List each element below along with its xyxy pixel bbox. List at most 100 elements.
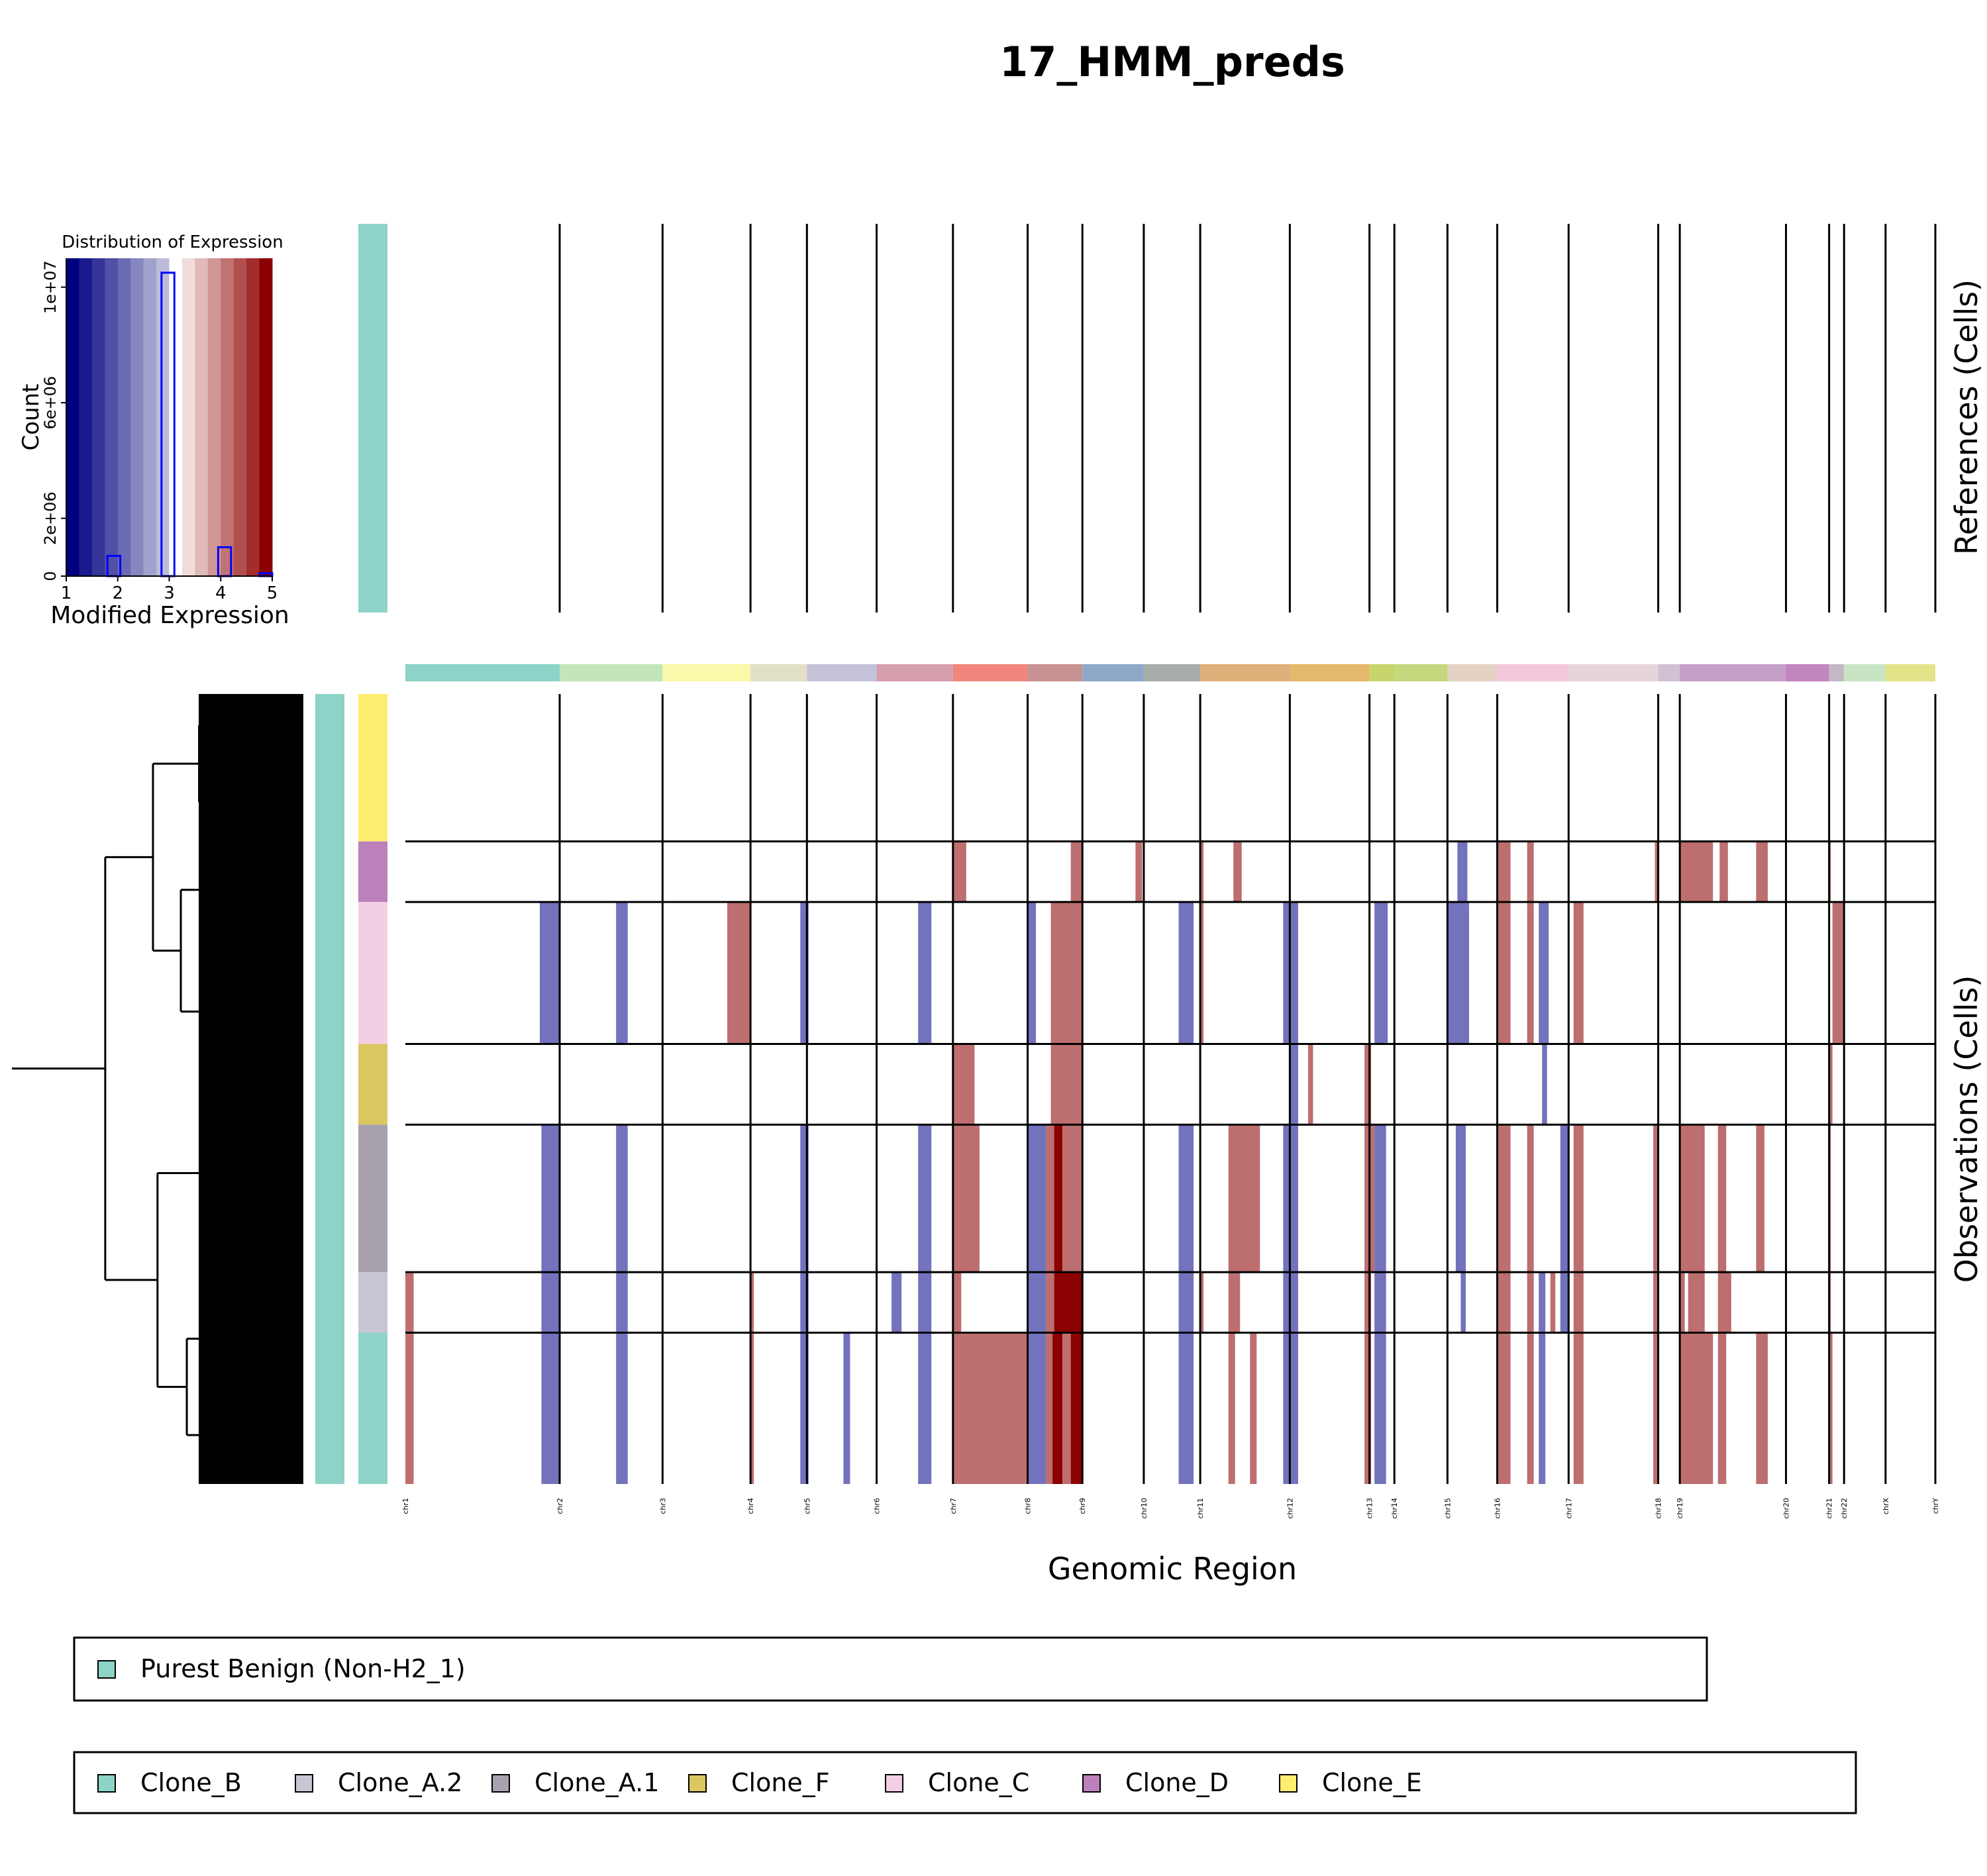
legend-swatch [688,1774,707,1793]
cnv-segment-Clone_D-gain [1233,841,1242,903]
cnv-segment-Clone_B-gain [1364,1332,1372,1484]
cnv-segment-Clone_A.2-gain [1717,1272,1731,1333]
chromosome-bar-chr17 [1568,664,1658,681]
chromosome-bar-chr4 [750,664,807,681]
cnv-segment-Clone_A.2-gain [1497,1272,1511,1333]
cnv-segment-Clone_B-high_gain [1052,1332,1063,1484]
chromosome-bar-chr10 [1143,664,1201,681]
legend-swatch [491,1774,510,1793]
cnv-segment-Clone_B-loss [616,1332,628,1484]
chromosome-color-bar [405,664,1935,681]
cnv-segment-Clone_D-gain [1135,841,1143,903]
cnv-segment-Clone_B-loss [1539,1332,1546,1484]
cnv-segment-Clone_B-gain [750,1332,754,1484]
chromosome-bar-chr2 [560,664,663,681]
cnv-segment-Clone_B-gain [1228,1332,1235,1484]
cnv-segment-Clone_F-loss [1290,1044,1298,1125]
histogram-gradient-band [207,258,221,576]
histogram-y-tick-label: 1e+07 [41,260,60,314]
group-annotation-Clone_A.2 [358,1272,387,1333]
histogram-y-tick-label: 0 [41,571,60,581]
cnv-segment-Clone_B-gain [405,1332,414,1484]
cnv-segment-Clone_A.1-loss [1027,1124,1046,1273]
histogram-gradient-band [130,258,144,576]
histogram-gradient-band [259,258,273,576]
chromosome-bar-chr19 [1680,664,1786,681]
cnv-segment-Clone_A.2-gain [1364,1272,1372,1333]
cnv-segment-Clone_A.2-gain [1046,1272,1054,1333]
cnv-segment-Clone_C-loss [1374,902,1388,1044]
chromosome-bar-chr8 [1027,664,1083,681]
chromosome-label-chr2: chr2 [556,1498,564,1514]
histogram-gradient-band [156,258,170,576]
cnv-segment-Clone_C-loss [918,902,932,1044]
cnv-segment-Clone_A.1-gain [1756,1124,1764,1273]
cnv-segment-Clone_B-gain [1527,1332,1534,1484]
cnv-segment-Clone_A.1-gain [1573,1124,1584,1273]
cnv-segment-Clone_A.1-gain [1653,1124,1658,1273]
cnv-segment-Clone_B-gain [1497,1332,1511,1484]
chromosome-label-chr22: chr22 [1840,1498,1849,1519]
observations-legend-box [73,1751,1857,1814]
chromosome-label-chr20: chr20 [1782,1498,1791,1519]
cell-type-annotation-bar [315,694,344,1484]
cnv-segment-Clone_B-gain [1717,1332,1727,1484]
cnv-segment-Clone_A.2-loss [1374,1272,1386,1333]
cnv-segment-Clone_D-gain [1655,841,1658,903]
histogram-gradient-band [181,258,195,576]
cnv-segment-Clone_A.1-gain [1527,1124,1534,1273]
cnv-segment-Clone_B-gain [1680,1332,1713,1484]
cnv-segment-Clone_A.1-gain [1046,1124,1054,1273]
histogram-gradient-band [79,258,93,576]
cnv-segment-Clone_C-gain [1200,902,1204,1044]
cnv-segment-Clone_D-gain [1756,841,1768,903]
cnv-segment-Clone_A.2-gain [1688,1272,1705,1333]
references-heatmap [358,224,1937,613]
cnv-segment-Clone_A.1-loss [1560,1124,1569,1273]
cnv-segment-Clone_A.2-loss [918,1272,932,1333]
chromosome-label-chr16: chr16 [1494,1498,1502,1519]
chromosome-label-chr4: chr4 [746,1498,755,1514]
chromosome-bar-chr22 [1844,664,1886,681]
cnv-segment-Clone_B-gain [1829,1332,1833,1484]
cnv-segment-Clone_B-loss [1178,1332,1194,1484]
chromosome-bar-chr13 [1369,664,1395,681]
histogram-gradient-band [221,258,234,576]
chromosome-bar-chr18 [1658,664,1680,681]
cnv-segment-Clone_B-gain [952,1332,1028,1484]
chromosome-label-chr15: chr15 [1443,1498,1452,1519]
chromosome-bar-chr20 [1786,664,1829,681]
observations-axis-label: Observations (Cells) [1949,975,1984,1283]
cnv-segment-Clone_B-loss [918,1332,932,1484]
cnv-segment-Clone_C-gain [1832,902,1845,1044]
cnv-segment-Clone_C-loss [1027,902,1037,1044]
chromosome-label-chrY: chrY [1931,1498,1940,1514]
cnv-segment-Clone_C-loss [1539,902,1549,1044]
cnv-segment-Clone_A.2-high_gain [1054,1272,1083,1333]
legend-swatch [885,1774,903,1793]
chromosome-label-chr11: chr11 [1196,1498,1205,1519]
chromosome-labels: chr1 chr2 chr3 chr4 chr5 chr6 chr7 chr8 chr9 chr1… [401,1498,1940,1519]
cnv-segment-Clone_B-high_gain [1070,1332,1083,1484]
cnv-segment-Clone_F-gain [1050,1044,1083,1125]
chromosome-bar-chrX [1885,664,1935,681]
cnv-segment-Clone_A.2-loss [616,1272,628,1333]
chromosome-label-chr17: chr17 [1564,1498,1573,1519]
histogram-gradient-band [246,258,260,576]
cnv-segment-Clone_A.1-high_gain [1054,1124,1063,1273]
reference-annotation-bar [358,224,387,613]
chromosome-bar-chr15 [1447,664,1498,681]
group-annotation-Clone_F [358,1044,387,1125]
histogram-gradient-band [233,258,247,576]
chromosome-label-chrX: chrX [1882,1498,1890,1515]
chromosome-bar-chr14 [1394,664,1448,681]
cnv-segment-Clone_A.2-loss [892,1272,902,1333]
cnv-segment-Clone_A.2-gain [405,1272,414,1333]
cnv-segment-Clone_A.2-gain [1527,1272,1534,1333]
cnv-segment-Clone_A.2-loss [1027,1272,1046,1333]
chromosome-bar-chr12 [1290,664,1370,681]
histogram-gradient-band [105,258,119,576]
cnv-segment-Clone_C-loss [1178,902,1194,1044]
